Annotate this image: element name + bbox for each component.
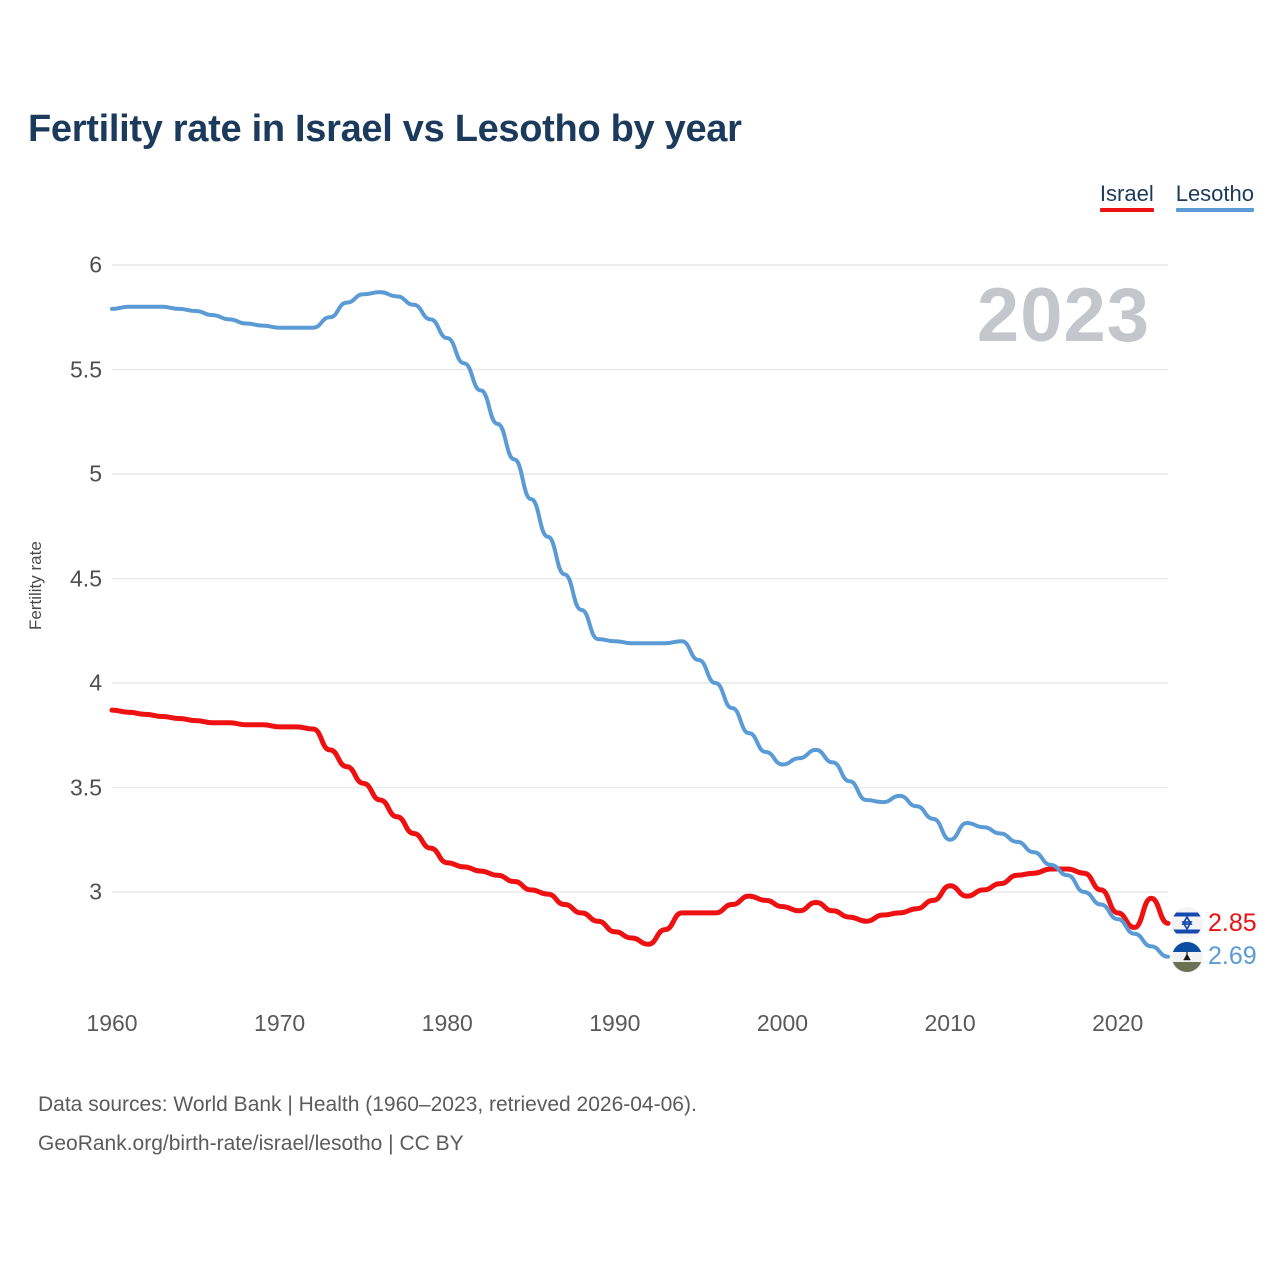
gridlines bbox=[112, 264, 1168, 893]
x-axis-tick-label: 1990 bbox=[589, 1010, 641, 1036]
legend-label-israel: Israel bbox=[1099, 181, 1154, 206]
legend-color-swatch-israel bbox=[1099, 208, 1154, 213]
y-axis-tick-label: 4 bbox=[89, 669, 102, 696]
end-label-israel: 2.85 bbox=[1172, 908, 1257, 939]
y-axis-tick-label: 4.5 bbox=[70, 565, 102, 591]
legend-item-israel[interactable]: Israel bbox=[1099, 181, 1154, 213]
y-axis-tick-label: 6 bbox=[89, 251, 102, 278]
x-axis-tick-label: 1960 bbox=[86, 1010, 138, 1036]
footer-credits: Data sources: World Bank | Health (1960–… bbox=[38, 1086, 697, 1164]
y-axis-tick-label: 5.5 bbox=[70, 356, 102, 382]
x-axis-tick-label: 2010 bbox=[924, 1010, 976, 1036]
page-title: Fertility rate in Israel vs Lesotho by y… bbox=[28, 108, 742, 150]
watermark-year: 2023 bbox=[976, 273, 1150, 358]
legend-item-lesotho[interactable]: Lesotho bbox=[1175, 181, 1254, 213]
footer-line-1: Data sources: World Bank | Health (1960–… bbox=[38, 1093, 697, 1116]
lesotho-flag-icon bbox=[1172, 941, 1202, 972]
x-axis-tick-label: 2020 bbox=[1092, 1010, 1144, 1036]
israel-flag-icon bbox=[1172, 908, 1202, 939]
chart-legend: Israel Lesotho bbox=[1099, 181, 1254, 213]
x-axis-tick-label: 1980 bbox=[421, 1010, 473, 1036]
end-label-lesotho: 2.69 bbox=[1172, 941, 1257, 972]
series-lines bbox=[109, 290, 1171, 959]
x-axis-tick-label: 1970 bbox=[254, 1010, 306, 1036]
end-value-israel: 2.85 bbox=[1208, 908, 1257, 937]
legend-label-lesotho: Lesotho bbox=[1175, 181, 1254, 206]
legend-color-swatch-lesotho bbox=[1175, 208, 1254, 213]
y-axis-tick-label: 3 bbox=[89, 878, 102, 905]
series-line-lesotho bbox=[110, 290, 1170, 959]
y-axis-tick-label: 3.5 bbox=[70, 774, 102, 800]
y-axis-tick-label: 5 bbox=[89, 460, 102, 487]
x-axis-tick-label: 2000 bbox=[756, 1010, 809, 1036]
end-value-lesotho: 2.69 bbox=[1208, 942, 1257, 971]
series-line-israel bbox=[109, 707, 1171, 947]
footer-line-2: GeoRank.org/birth-rate/israel/lesotho | … bbox=[38, 1131, 464, 1155]
